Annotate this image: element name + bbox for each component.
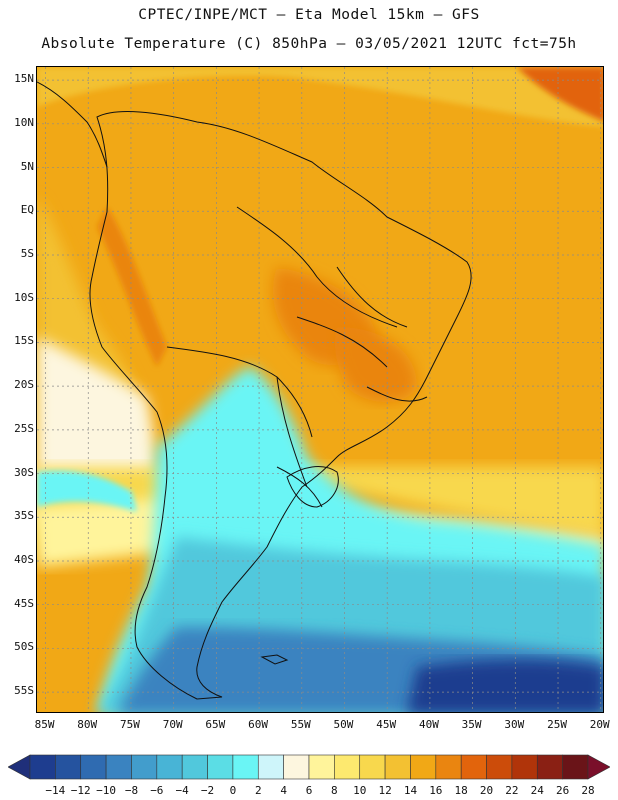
lat-label: 15S [14, 334, 34, 348]
colorbar-label: 12 [378, 784, 392, 797]
lon-label: 40W [418, 718, 439, 731]
field-ne-hot [517, 67, 603, 122]
colorbar-cell [308, 754, 335, 780]
central-america [37, 81, 108, 168]
temperature-map[interactable] [36, 66, 604, 713]
colorbar-label: −14 [45, 784, 66, 797]
colorbar-label: 0 [229, 784, 237, 797]
colorbar-label: −12 [70, 784, 91, 797]
colorbar-max-arrow [587, 754, 610, 780]
lat-label: 55S [14, 684, 34, 698]
lat-label: 50S [14, 640, 34, 654]
colorbar-label: 26 [556, 784, 570, 797]
field-hot-andes [97, 207, 167, 367]
title-variable: Absolute Temperature (C) 850hPa – 03/05/… [41, 36, 577, 52]
colorbar-cell [257, 754, 284, 780]
colorbar-label: 24 [530, 784, 544, 797]
colorbar-cell [29, 754, 56, 780]
field-cold-deep [407, 659, 603, 712]
colorbar-cell [55, 754, 82, 780]
lon-label: 30W [504, 718, 525, 731]
falklands [260, 654, 289, 665]
title-model: CPTEC/INPE/MCT – Eta Model 15km – GFS [138, 7, 480, 23]
river-la-plata [276, 466, 323, 508]
colorbar-label: −6 [150, 784, 164, 797]
lat-label: 40S [14, 552, 34, 566]
lat-label: 5S [20, 246, 34, 260]
colorbar-cell [207, 754, 234, 780]
lon-label: 45W [376, 718, 397, 731]
colorbar-label: −2 [200, 784, 215, 797]
lat-label: 10S [14, 290, 34, 304]
coastline-south-america [89, 111, 472, 700]
lat-label: 25S [14, 421, 34, 435]
lon-label: 75W [120, 718, 140, 731]
colorbar-min-arrow [8, 754, 31, 780]
colorbar-label: −8 [124, 784, 139, 797]
colorbar-cell [460, 754, 487, 780]
lat-label: 45S [14, 596, 34, 610]
colorbar-cell [181, 754, 208, 780]
lat-label: 5N [20, 159, 34, 173]
field-north-yellow [37, 67, 603, 127]
lon-label: 55W [290, 718, 311, 731]
lon-label: 65W [205, 718, 226, 731]
colorbar-label: 16 [429, 784, 443, 797]
lon-label: 85W [34, 718, 55, 731]
lon-label: 25W [547, 718, 567, 731]
uruguay [286, 466, 339, 508]
lat-label: 30S [14, 465, 34, 479]
colorbar-cell [486, 754, 513, 780]
country-border-2 [166, 346, 313, 438]
lat-label: 15N [14, 72, 34, 86]
colorbar-label: 28 [581, 784, 595, 797]
colorbar-label: −10 [96, 784, 117, 797]
lat-label: 35S [14, 509, 34, 523]
brazil-states [296, 266, 428, 402]
lon-label: 35W [461, 718, 482, 731]
colorbar-cell [410, 754, 437, 780]
colorbar-label: 8 [331, 784, 338, 797]
lon-label: 80W [77, 718, 98, 731]
colorbar-cell [511, 754, 538, 780]
colorbar-cell [562, 754, 589, 780]
colorbar-cell [384, 754, 411, 780]
lat-label: EQ [20, 203, 34, 217]
lon-label: 20W [589, 718, 610, 731]
lon-label: 70W [162, 718, 183, 731]
colorbar-cell [232, 754, 259, 780]
colorbar-cell [156, 754, 183, 780]
colorbar-label: 10 [353, 784, 367, 797]
colorbar-cell [105, 754, 132, 780]
colorbar-label: 4 [280, 784, 287, 797]
colorbar-label: 6 [305, 784, 313, 797]
colorbar-label: 2 [254, 784, 262, 797]
colorbar-cell [536, 754, 563, 780]
colorbar-cell [359, 754, 386, 780]
colorbar-cell [131, 754, 158, 780]
colorbar-label: 20 [479, 784, 494, 797]
lat-label: 20S [14, 378, 34, 392]
colorbar-cell [435, 754, 462, 780]
colorbar-cell [80, 754, 107, 780]
country-border-3 [276, 376, 308, 488]
lon-label: 50W [333, 718, 354, 731]
field-hot-brazil [335, 327, 417, 402]
lat-label: 10N [14, 115, 34, 129]
country-border-1 [236, 206, 398, 328]
lon-label: 60W [248, 718, 268, 731]
colorbar-label: 18 [454, 784, 468, 797]
colorbar-label: 14 [403, 784, 418, 797]
colorbar-cell [334, 754, 361, 780]
colorbar-label: 22 [505, 784, 519, 797]
colorbar-cell [283, 754, 310, 780]
colorbar-label: −4 [175, 784, 189, 797]
field-pacific-cyan-band [37, 470, 137, 512]
temperature-colorbar [8, 754, 610, 780]
